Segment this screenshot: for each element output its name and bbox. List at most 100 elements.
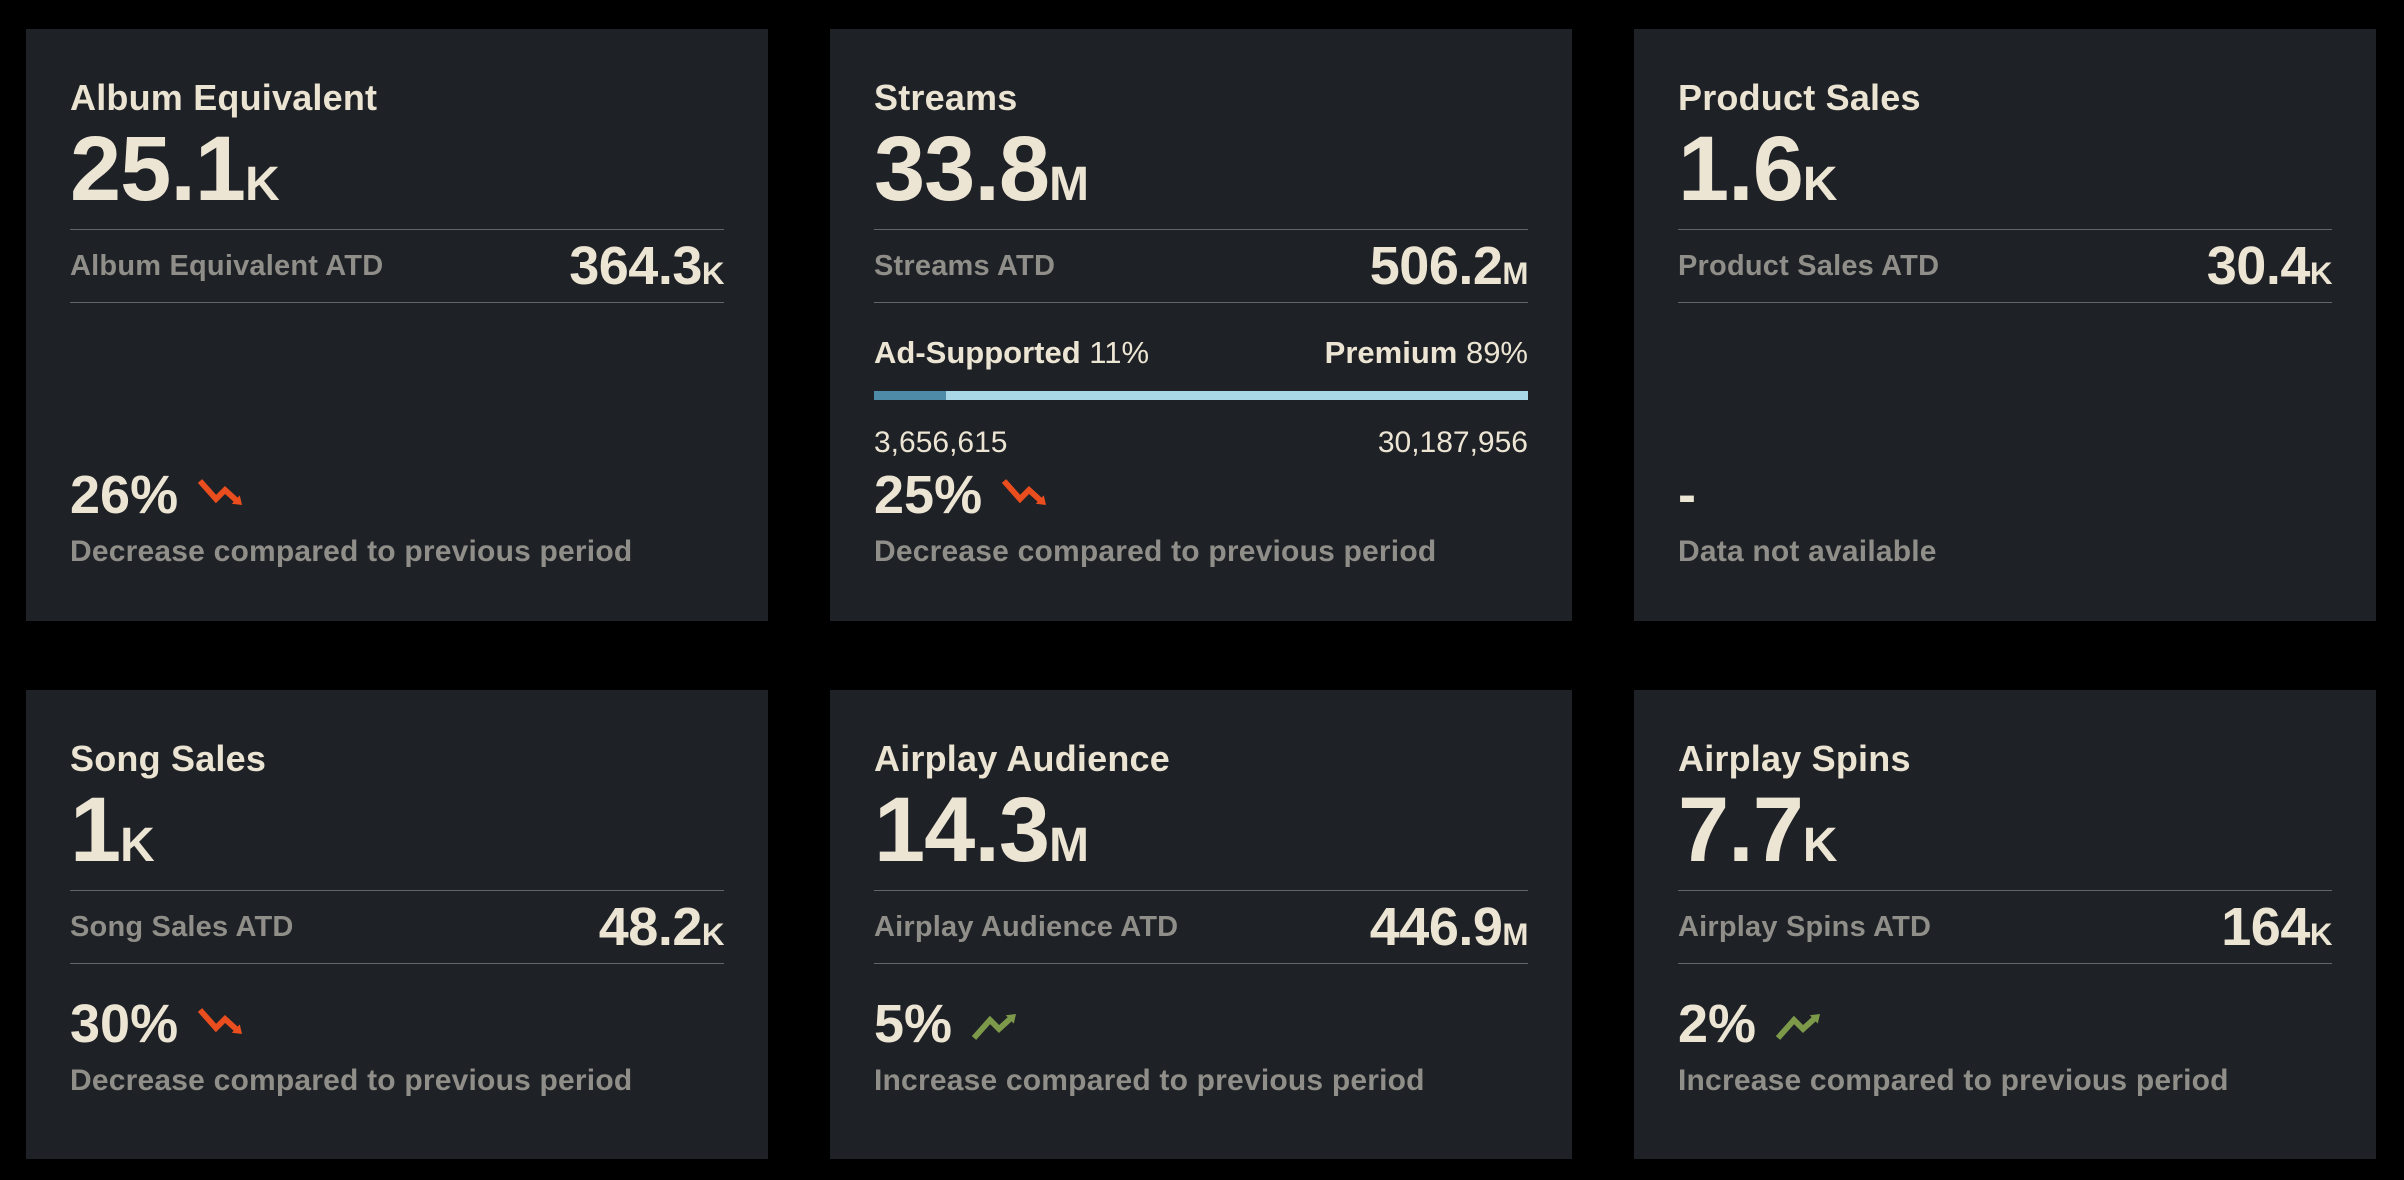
atd-row: Album Equivalent ATD 364.3K: [70, 230, 725, 302]
divider: [1678, 890, 2332, 891]
divider: [1678, 229, 2332, 230]
metric-card-album-equivalent: Album Equivalent 25.1K Album Equivalent …: [26, 29, 768, 621]
trend-percent: 5%: [874, 994, 953, 1054]
trend-down-icon: [197, 479, 243, 505]
ad-supported-label: Ad-Supported: [874, 335, 1081, 370]
atd-label: Song Sales ATD: [70, 910, 294, 943]
atd-value-number: 48.2: [598, 897, 703, 957]
trend-row: 30%: [70, 994, 724, 1054]
trend-block: 25% Decrease compared to previous period: [874, 465, 1528, 569]
atd-value-number: 506.2: [1369, 236, 1503, 296]
trend-description: Data not available: [1678, 535, 1937, 568]
trend-percent: 25%: [874, 465, 983, 525]
atd-value: 30.4K: [2206, 235, 2333, 297]
card-title: Airplay Spins: [1678, 738, 1911, 779]
atd-value-suffix: K: [2309, 256, 2333, 291]
atd-value: 164K: [2221, 896, 2332, 958]
divider: [70, 963, 724, 964]
atd-value-number: 30.4: [2206, 236, 2311, 296]
trend-description: Decrease compared to previous period: [874, 535, 1437, 568]
atd-row: Airplay Audience ATD 446.9M: [874, 891, 1528, 963]
metric-value-number: 1: [70, 779, 121, 881]
atd-row: Streams ATD 506.2M: [874, 230, 1528, 302]
ad-supported-percent: 11%: [1089, 335, 1150, 370]
trend-placeholder: -: [1678, 465, 1696, 525]
atd-value: 48.2K: [598, 896, 725, 958]
atd-label: Airplay Spins ATD: [1678, 910, 1932, 943]
divider: [70, 229, 724, 230]
divider: [1678, 963, 2332, 964]
atd-value: 506.2M: [1369, 235, 1529, 297]
divider: [874, 890, 1528, 891]
trend-up-icon: [1775, 1014, 1821, 1040]
metric-value: 1K: [70, 784, 724, 890]
atd-value: 364.3K: [569, 235, 724, 297]
trend-row: 5%: [874, 994, 1528, 1054]
trend-description: Decrease compared to previous period: [70, 1064, 633, 1097]
atd-row: Airplay Spins ATD 164K: [1678, 891, 2333, 963]
metric-value: 33.8M: [874, 123, 1528, 229]
metric-card-song-sales: Song Sales 1K Song Sales ATD 48.2K 30% D…: [26, 690, 768, 1159]
trend-block: 5% Increase compared to previous period: [874, 994, 1528, 1098]
metric-value-suffix: K: [1802, 819, 1838, 872]
divider: [874, 963, 1528, 964]
metric-card-streams: Streams 33.8M Streams ATD 506.2M Ad-Supp…: [830, 29, 1572, 621]
premium-label-group: Premium 89%: [1325, 335, 1528, 371]
atd-value-number: 446.9: [1369, 897, 1503, 957]
atd-value-suffix: K: [701, 917, 725, 952]
atd-row: Product Sales ATD 30.4K: [1678, 230, 2333, 302]
stream-split-labels: Ad-Supported 11% Premium 89%: [874, 335, 1528, 371]
trend-percent: 30%: [70, 994, 179, 1054]
trend-block: 30% Decrease compared to previous period: [70, 994, 724, 1098]
premium-bar-segment: [945, 391, 1528, 400]
metric-card-airplay-audience: Airplay Audience 14.3M Airplay Audience …: [830, 690, 1572, 1159]
trend-description: Decrease compared to previous period: [70, 535, 633, 568]
atd-row: Song Sales ATD 48.2K: [70, 891, 725, 963]
atd-value-suffix: K: [701, 256, 725, 291]
trend-description: Increase compared to previous period: [874, 1064, 1425, 1097]
premium-percent: 89%: [1465, 335, 1528, 370]
metric-value-suffix: K: [245, 158, 280, 211]
premium-label: Premium: [1324, 335, 1458, 370]
trend-row: 25%: [874, 465, 1528, 525]
trend-down-icon: [197, 1008, 243, 1034]
trend-description: Increase compared to previous period: [1678, 1064, 2229, 1097]
trend-block: - Data not available: [1678, 465, 2332, 569]
card-title: Album Equivalent: [70, 77, 378, 118]
metric-value-number: 25.1: [70, 118, 246, 220]
divider: [70, 890, 724, 891]
trend-up-icon: [971, 1014, 1017, 1040]
atd-label: Album Equivalent ATD: [70, 249, 384, 282]
card-title: Song Sales: [70, 738, 267, 779]
atd-value-suffix: M: [1502, 256, 1528, 291]
atd-value: 446.9M: [1369, 896, 1529, 958]
trend-block: 2% Increase compared to previous period: [1678, 997, 2332, 1098]
atd-value-number: 164: [2221, 897, 2310, 957]
trend-row: 26%: [70, 465, 724, 525]
metric-value-suffix: K: [120, 819, 155, 872]
card-title: Product Sales: [1678, 77, 1921, 118]
trend-block: 26% Decrease compared to previous period: [70, 465, 724, 569]
atd-label: Streams ATD: [874, 249, 1056, 282]
atd-value-suffix: K: [2309, 917, 2333, 952]
divider: [874, 302, 1528, 303]
metric-value-number: 1.6: [1678, 118, 1804, 220]
split-progress-bar: [874, 391, 1528, 400]
metric-value-number: 7.7: [1678, 779, 1804, 881]
card-title: Airplay Audience: [874, 738, 1170, 779]
metric-value-number: 14.3: [874, 779, 1050, 881]
trend-row: -: [1678, 465, 2332, 525]
metric-value-suffix: M: [1049, 819, 1089, 872]
metric-value: 1.6K: [1678, 123, 2332, 229]
divider: [70, 302, 724, 303]
trend-down-icon: [1001, 479, 1047, 505]
atd-label: Product Sales ATD: [1678, 249, 1940, 282]
trend-percent: 26%: [70, 465, 179, 525]
metric-value-suffix: K: [1802, 158, 1838, 211]
metric-card-airplay-spins: Airplay Spins 7.7K Airplay Spins ATD 164…: [1634, 690, 2376, 1159]
trend-row: 2%: [1678, 997, 2332, 1051]
metric-card-product-sales: Product Sales 1.6K Product Sales ATD 30.…: [1634, 29, 2376, 621]
card-title: Streams: [874, 77, 1018, 118]
divider: [874, 229, 1528, 230]
